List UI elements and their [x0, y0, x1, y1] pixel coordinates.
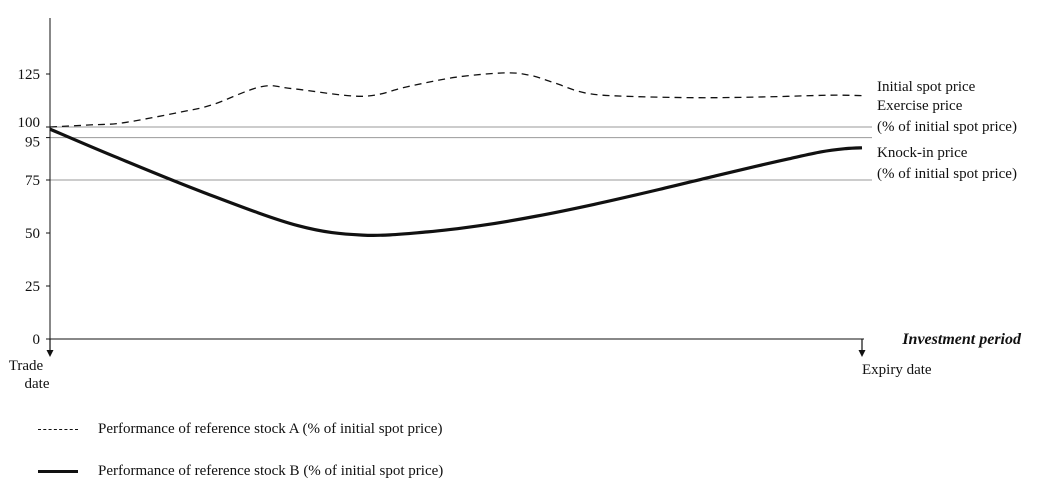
y-tick-label: 75: [25, 173, 40, 189]
legend-item-stock-a: Performance of reference stock A (% of i…: [38, 421, 442, 438]
y-tick-label: 95: [25, 135, 40, 151]
expiry-date-arrow-head: [859, 350, 866, 357]
legend-label-stock-b: Performance of reference stock B (% of i…: [98, 463, 443, 480]
legend-item-stock-b: Performance of reference stock B (% of i…: [38, 463, 443, 480]
series-line-stock-a: [50, 73, 862, 127]
series-layer: [50, 73, 862, 236]
trade-date-label: date: [25, 376, 50, 392]
reference-label-95: Exercise price: [877, 98, 963, 114]
y-tick-label: 125: [18, 67, 41, 83]
reference-label-100: Initial spot price: [877, 79, 976, 95]
series-line-stock-b: [50, 129, 862, 235]
x-axis-title: Investment period: [901, 331, 1022, 348]
y-tick-label: 100: [18, 115, 41, 131]
reference-label-95: (% of initial spot price): [877, 119, 1017, 135]
y-tick-label: 25: [25, 279, 40, 295]
reference-label-75: (% of initial spot price): [877, 166, 1017, 182]
y-tick-label: 50: [25, 226, 40, 242]
annotations: Investment period Trade date Expiry date: [9, 331, 1022, 392]
y-tick-label: 0: [33, 332, 41, 348]
y-axis-ticks: 0 25 50 75 95 100 125: [18, 67, 51, 348]
legend-swatch-solid: [38, 470, 78, 473]
reference-label-75: Knock-in price: [877, 145, 968, 161]
legend-label-stock-a: Performance of reference stock A (% of i…: [98, 421, 442, 438]
trade-date-arrow-head: [47, 350, 54, 357]
expiry-date-label: Expiry date: [862, 362, 932, 378]
trade-date-label: Trade: [9, 358, 44, 374]
legend-swatch-dashed: [38, 429, 78, 430]
reference-lines: Initial spot price Exercise price (% of in…: [50, 79, 1017, 182]
